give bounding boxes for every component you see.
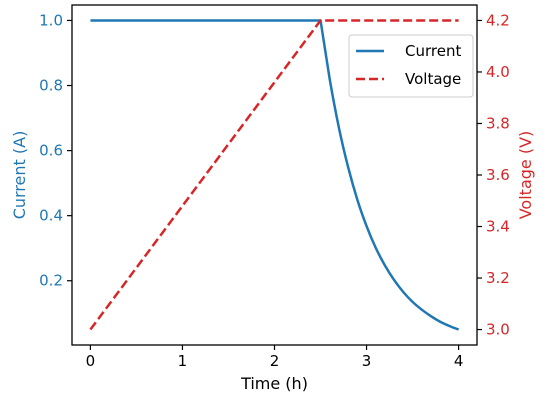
left-tick-label: 0.2: [39, 272, 63, 290]
right-axis-ticks: 3.0 3.2 3.4 3.6 3.8 4.0 4.2: [477, 11, 510, 339]
right-tick-label: 3.4: [486, 218, 510, 236]
x-tick-label: 0: [86, 352, 96, 370]
x-tick-label: 4: [454, 352, 464, 370]
x-tick-label: 1: [178, 352, 188, 370]
x-tick-label: 2: [270, 352, 280, 370]
left-tick-label: 1.0: [39, 11, 63, 29]
series-line-current: [90, 19, 460, 331]
right-tick-label: 4.2: [486, 11, 510, 29]
left-tick-label: 0.4: [39, 207, 63, 225]
left-tick-label: 0.6: [39, 142, 63, 160]
legend-label-current: Current: [405, 42, 461, 60]
right-tick-label: 3.8: [486, 114, 510, 132]
series-line-voltage: [89, 19, 459, 331]
right-tick-label: 3.6: [486, 166, 510, 184]
x-axis-ticks: 0 1 2 3 4: [86, 345, 464, 370]
legend-label-voltage: Voltage: [405, 70, 461, 88]
left-axis-ticks: 0.2 0.4 0.6 0.8 1.0: [39, 11, 72, 290]
x-tick-label: 3: [362, 352, 372, 370]
left-tick-label: 0.8: [39, 77, 63, 95]
right-axis-label: Voltage (V): [516, 131, 535, 220]
series-layer: [89, 19, 460, 331]
right-tick-label: 3.0: [486, 321, 510, 339]
right-tick-label: 3.2: [486, 269, 510, 287]
right-tick-label: 4.0: [486, 63, 510, 81]
x-axis-label: Time (h): [240, 374, 308, 393]
legend: Current Voltage: [348, 34, 474, 98]
left-axis-label: Current (A): [10, 131, 29, 220]
